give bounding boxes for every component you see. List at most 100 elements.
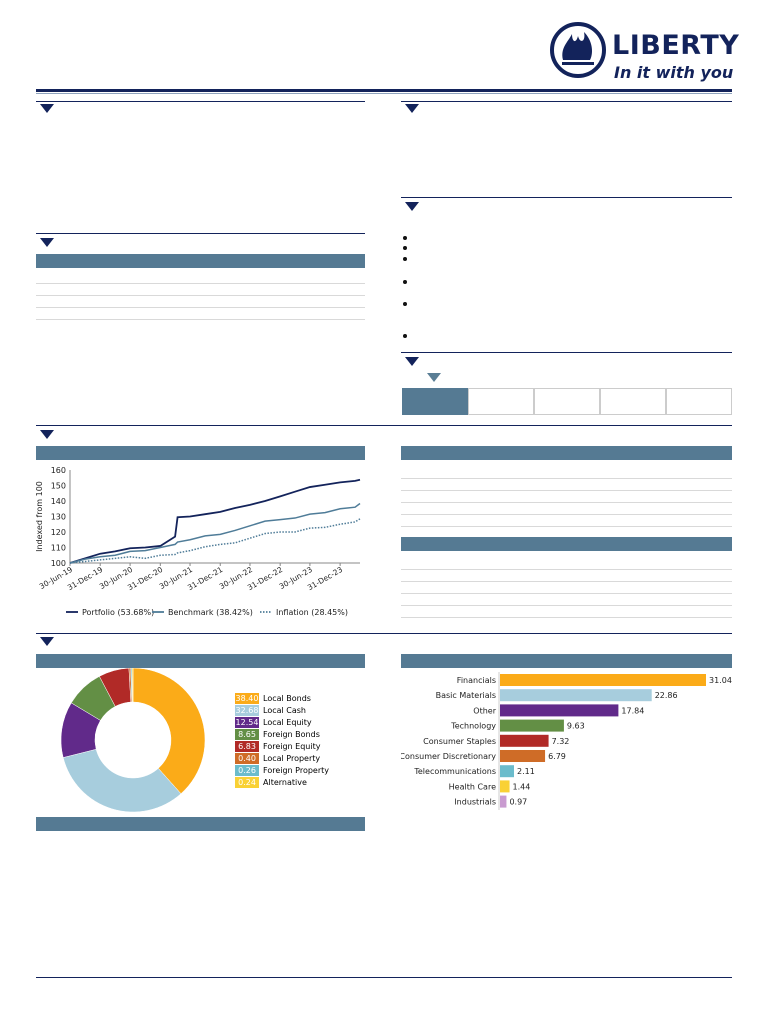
legend-value: 0.26 <box>235 765 259 776</box>
footer-rule <box>36 977 732 978</box>
bar <box>500 674 706 686</box>
legend-label: Portfolio (53.68%) <box>82 608 154 617</box>
category-label: Financials <box>457 676 496 685</box>
table-header-bar <box>401 537 732 551</box>
legend-item: 32.68 Local Cash <box>235 705 306 716</box>
data-label: 2.11 <box>517 767 535 776</box>
table-row <box>401 526 732 527</box>
donut-slice <box>131 668 134 703</box>
tab-cell[interactable] <box>468 388 534 415</box>
bullet-icon <box>403 334 407 338</box>
section-divider <box>36 425 732 426</box>
legend-label: Inflation (28.45%) <box>276 608 348 617</box>
table-row <box>401 502 732 503</box>
legend-item: 0.26 Foreign Property <box>235 765 329 776</box>
section-divider <box>36 101 365 102</box>
table-row <box>401 605 732 606</box>
bullet-icon <box>403 257 407 261</box>
legend-label: Local Equity <box>263 718 312 727</box>
category-label: Consumer Staples <box>423 737 496 746</box>
data-label: 17.84 <box>621 706 644 715</box>
category-label: Other <box>473 706 496 715</box>
category-label: Health Care <box>449 782 496 791</box>
legend-value: 32.68 <box>235 705 259 716</box>
legend-label: Local Cash <box>263 706 307 715</box>
bar <box>500 719 564 732</box>
section-divider <box>401 101 732 102</box>
tab-cell[interactable] <box>600 388 666 415</box>
category-label: Technology <box>450 722 496 731</box>
flame-in-circle-icon <box>550 22 606 78</box>
donut-slice <box>62 748 182 812</box>
tab-cell-active[interactable] <box>402 388 468 415</box>
legend-item: 0.24 Alternative <box>235 777 307 788</box>
bullet-icon <box>403 246 407 250</box>
series-line-portfolio <box>69 478 361 564</box>
section-marker-icon <box>40 104 54 113</box>
legend-item: 38.40 Local Bonds <box>235 693 311 704</box>
legend-label: Local Property <box>263 754 321 763</box>
brand-name: LIBERTY <box>612 30 740 61</box>
section-marker-icon <box>405 357 419 366</box>
data-label: 7.32 <box>552 737 570 746</box>
bar <box>500 765 515 778</box>
section-marker-icon <box>40 238 54 247</box>
legend-item: 6.83 Foreign Equity <box>235 741 320 752</box>
bar <box>500 689 652 702</box>
section-marker-icon <box>405 202 419 211</box>
table-row <box>401 581 732 582</box>
legend-label: Local Bonds <box>263 694 311 703</box>
sector-allocation-bar-chart: Financials 31.04 Basic Materials 22.86 Other… <box>401 672 732 810</box>
chart-header-bar <box>401 654 732 668</box>
series-line-inflation <box>69 518 361 564</box>
data-label: 31.04 <box>709 676 732 685</box>
legend-label: Benchmark (38.42%) <box>168 608 253 617</box>
asset-allocation-donut-chart <box>60 668 206 812</box>
donut-slice <box>132 668 206 795</box>
bullet-icon <box>403 302 407 306</box>
table-header-bar <box>36 817 365 831</box>
section-divider <box>36 233 365 234</box>
table-row <box>36 283 365 284</box>
y-axis-label: Indexed from 100 <box>35 481 44 552</box>
bar <box>500 704 619 717</box>
legend-label: Alternative <box>263 778 307 787</box>
category-label: Consumer Discretionary <box>401 752 496 761</box>
y-tick-label: 100 <box>51 559 66 568</box>
legend-value: 0.24 <box>235 777 259 788</box>
chart-header-bar <box>36 446 365 460</box>
tab-cell[interactable] <box>534 388 600 415</box>
chart-header-bar <box>36 654 365 668</box>
table-header-bar <box>36 254 365 268</box>
tab-cell[interactable] <box>666 388 732 415</box>
bar <box>500 734 549 747</box>
category-label: Telecommunications <box>413 767 496 776</box>
legend-item: 8.65 Foreign Bonds <box>235 729 320 740</box>
table-row <box>401 617 732 618</box>
legend-label: Foreign Bonds <box>263 730 320 739</box>
category-label: Basic Materials <box>436 691 496 700</box>
table-header-bar <box>401 446 732 460</box>
table-row <box>36 319 365 320</box>
data-label: 9.63 <box>567 722 585 731</box>
table-row <box>36 307 365 308</box>
bullet-icon <box>403 280 407 284</box>
table-row <box>401 569 732 570</box>
bar <box>500 780 510 793</box>
bullet-icon <box>403 236 407 240</box>
legend-value: 0.40 <box>235 753 259 764</box>
brand-tagline: In it with you <box>614 63 734 82</box>
section-marker-icon <box>40 430 54 439</box>
legend-value: 6.83 <box>235 741 259 752</box>
table-row <box>36 295 365 296</box>
section-marker-icon <box>405 104 419 113</box>
table-row <box>401 514 732 515</box>
header-rule <box>36 89 732 92</box>
legend-value: 8.65 <box>235 729 259 740</box>
legend-item: 0.40 Local Property <box>235 753 320 764</box>
data-label: 6.79 <box>548 752 566 761</box>
header-rule-thin <box>36 93 732 94</box>
legend-label: Foreign Equity <box>263 742 321 751</box>
table-row <box>401 478 732 479</box>
